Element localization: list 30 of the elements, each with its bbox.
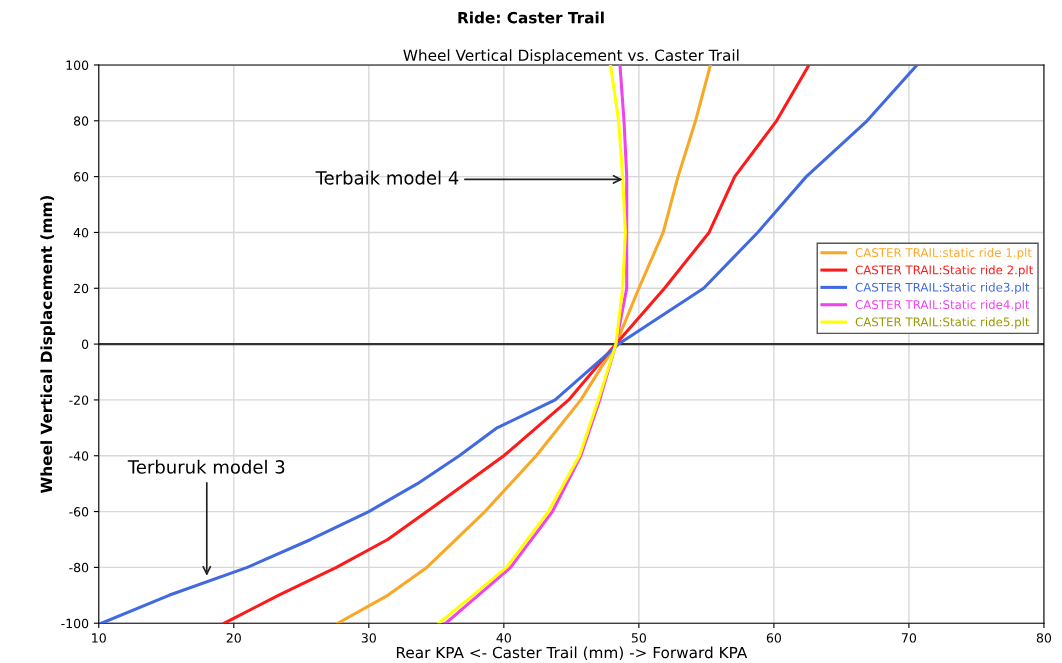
y-tick-label: -80 [69, 562, 89, 573]
y-tick-label: 0 [81, 339, 89, 350]
legend-label: CASTER TRAIL:static ride 1.plt [855, 247, 1032, 260]
y-tick-label: 60 [74, 172, 89, 182]
annotation: Terbaik model 4 [315, 170, 459, 185]
y-tick-label: 20 [74, 283, 89, 294]
y-tick-label: -60 [69, 507, 89, 517]
x-tick-label: 30 [361, 633, 376, 643]
x-tick-label: 20 [226, 633, 241, 643]
legend-label: CASTER TRAIL:Static ride4.plt [855, 299, 1030, 312]
y-axis-title: Wheel Vertical Displacement (mm) [40, 195, 56, 494]
chart-subtitle: Wheel Vertical Displacement vs. Caster Trail [403, 49, 739, 64]
y-tick-label: 80 [73, 116, 89, 126]
x-tick-label: 60 [766, 633, 782, 643]
x-axis-title: Rear KPA <- Caster Trail (mm) -> Forward KPA [396, 646, 748, 661]
chart-title: Ride: Caster Trail [458, 11, 604, 24]
legend-label: CASTER TRAIL:Static ride 2.plt [855, 265, 1034, 277]
annotation: Terburuk model 3 [127, 459, 285, 474]
legend-label: CASTER TRAIL:Static ride3.plt [855, 282, 1030, 294]
y-tick-label: -100 [61, 618, 89, 629]
x-tick-label: 70 [901, 633, 917, 643]
x-tick-label: 10 [92, 633, 106, 643]
x-tick-label: 50 [631, 633, 646, 643]
y-tick-label: -20 [69, 395, 89, 405]
y-tick-label: 40 [73, 227, 89, 238]
legend-label: CASTER TRAIL:Static ride5.plt [855, 317, 1030, 329]
x-tick-label: 80 [1036, 633, 1052, 643]
y-tick-label: 100 [66, 60, 89, 70]
x-tick-label: 40 [496, 633, 511, 643]
y-tick-label: -40 [69, 451, 89, 461]
